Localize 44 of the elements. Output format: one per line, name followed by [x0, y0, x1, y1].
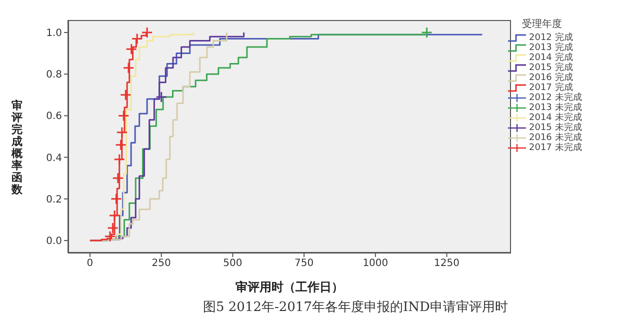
point	[118, 110, 130, 122]
legend-label: 2014 未完成	[529, 113, 582, 123]
legend-label: 2013 完成	[529, 43, 573, 53]
point	[122, 62, 134, 74]
legend-label: 2014 完成	[529, 53, 573, 63]
y-tick-label: 0.6	[46, 111, 62, 122]
point	[141, 26, 153, 38]
caption: 图5 2012年-2017年各年度申报的IND申请审评用时	[203, 299, 508, 316]
x-tick-label: 250	[152, 258, 171, 270]
x-tick-label: 0	[86, 258, 94, 270]
point	[156, 91, 168, 103]
point	[108, 210, 120, 222]
x-tick-label: 1000	[362, 258, 388, 270]
point	[112, 172, 124, 184]
point	[115, 139, 127, 151]
point	[126, 43, 138, 55]
y-tick-label: 0.8	[46, 70, 62, 81]
legend-label: 2017 未完成	[529, 143, 582, 153]
y-tick-label: 0.0	[46, 236, 62, 248]
point	[114, 154, 126, 166]
legend-label: 2015 完成	[529, 63, 573, 73]
legend-label: 2015 未完成	[529, 123, 582, 133]
point	[131, 32, 143, 44]
legend-label: 2017 完成	[529, 83, 573, 93]
x-tick-label: 1250	[434, 258, 460, 270]
y-tick-label: 0.4	[46, 152, 62, 164]
legend-label: 2016 未完成	[529, 133, 582, 143]
point	[120, 89, 132, 101]
x-tick-label: 500	[223, 258, 242, 270]
point	[421, 26, 433, 38]
legend-title: 受理年度	[522, 19, 563, 30]
x-tick-label: 750	[294, 258, 314, 270]
legend-label: 2013 未完成	[529, 103, 582, 113]
point	[116, 126, 128, 138]
legend-label: 2012 完成	[529, 33, 573, 43]
y-tick-label: 1.0	[46, 28, 62, 40]
y-axis-title: 审评完成概率函数	[10, 99, 24, 196]
legend-label: 2016 完成	[529, 73, 573, 83]
point	[107, 222, 119, 234]
legend-label: 2012 未完成	[529, 93, 582, 103]
x-axis-title: 审评用时（工作日）	[236, 280, 344, 294]
point	[104, 230, 116, 242]
point	[110, 193, 122, 205]
y-tick-label: 0.2	[46, 194, 62, 206]
